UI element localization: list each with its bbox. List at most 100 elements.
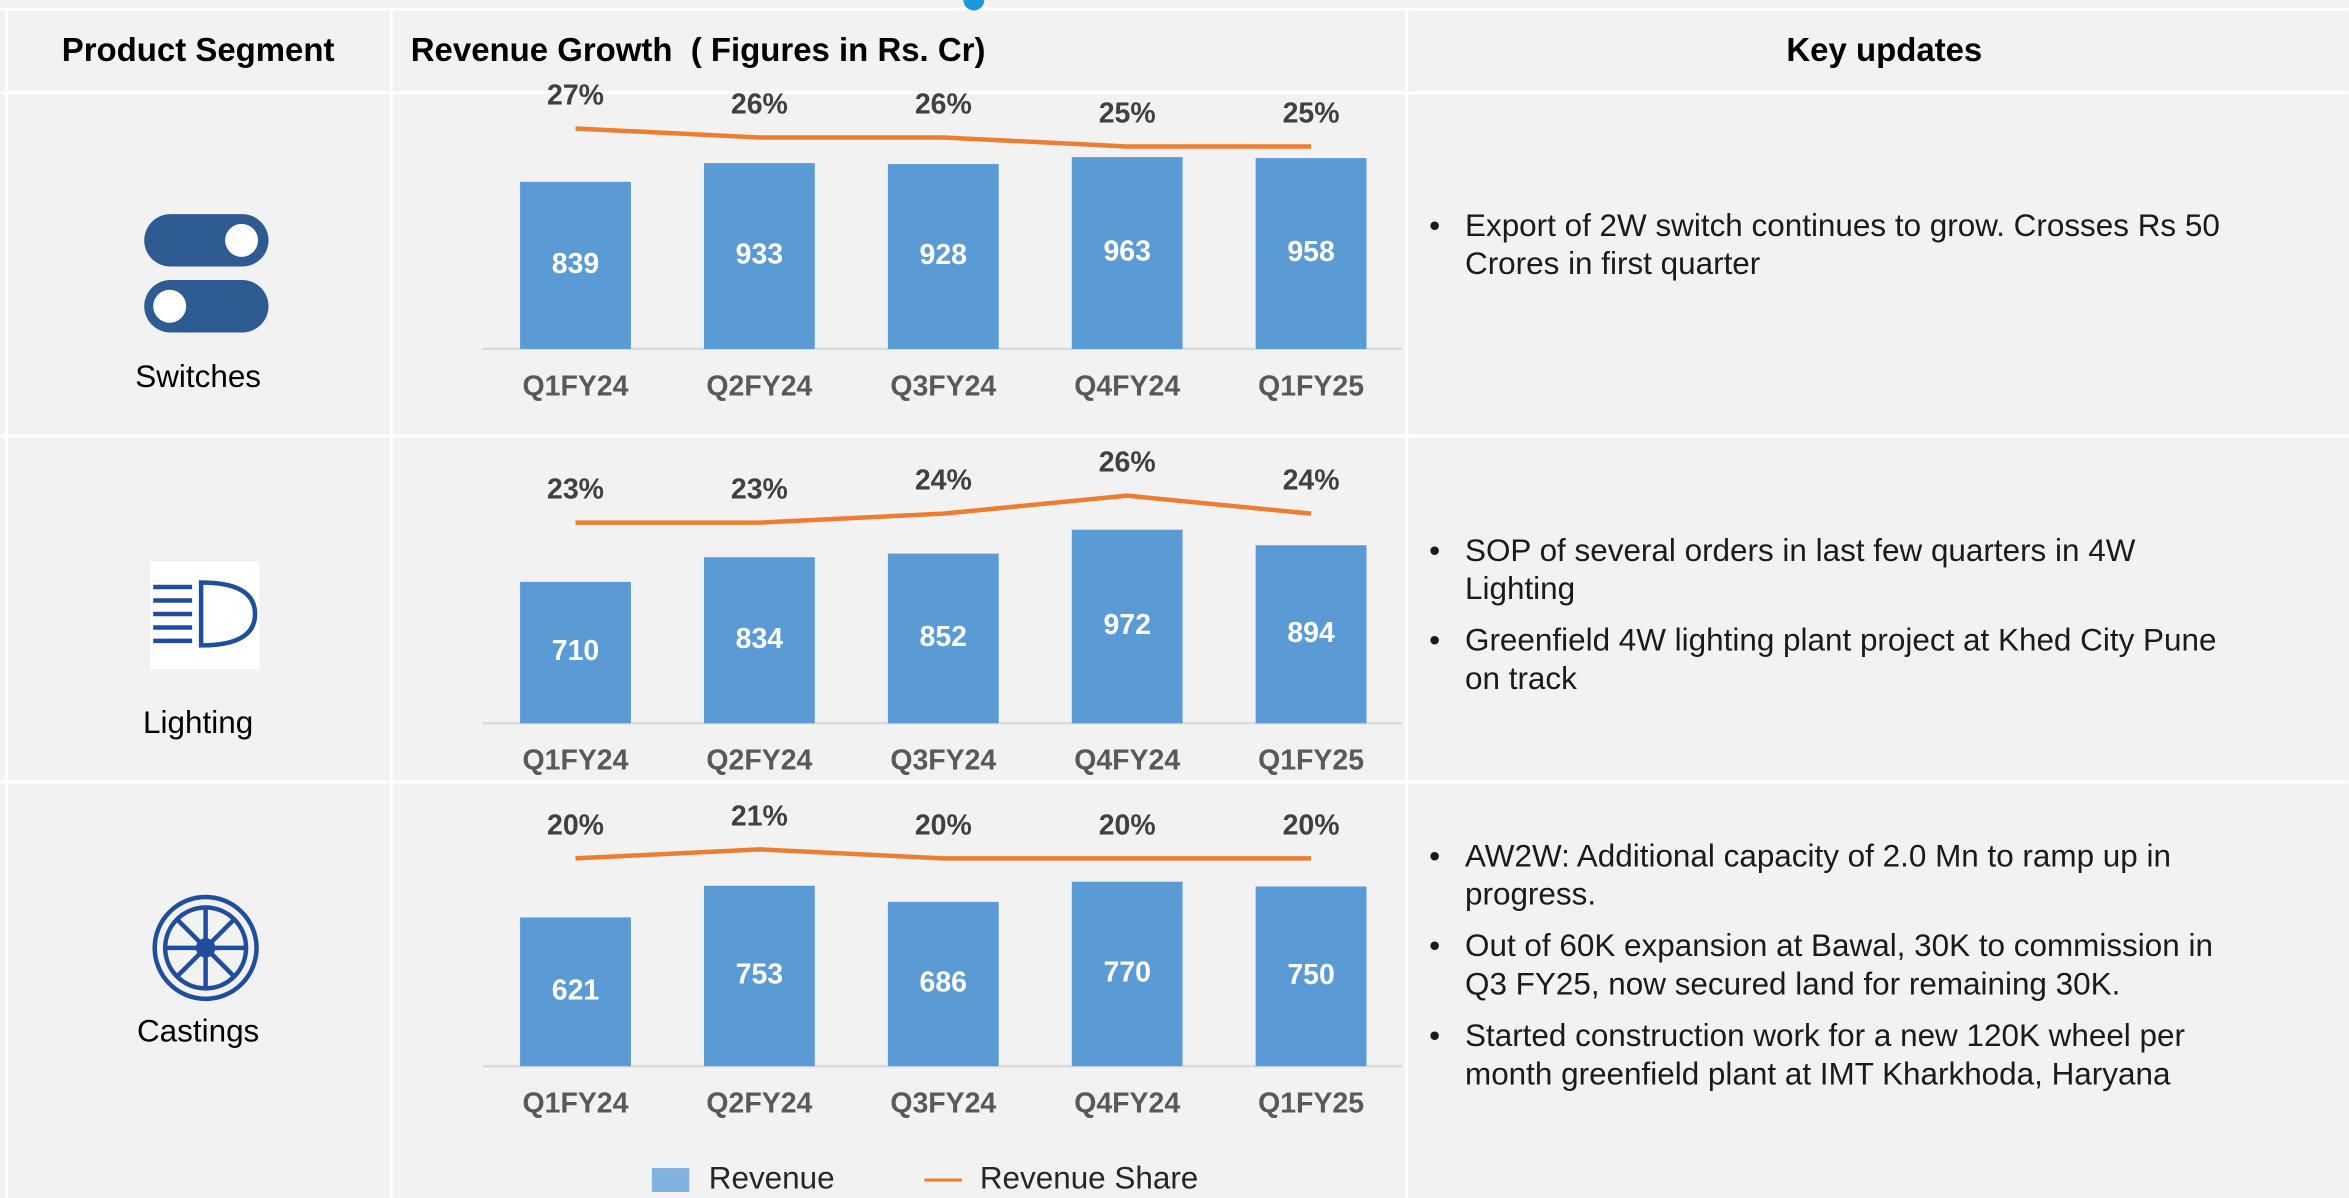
update-text: SOP of several orders in last few quarte… <box>1465 533 2136 568</box>
header: Revenue Growth ( Figures in Rs. Cr) <box>411 31 986 68</box>
update-text: Greenfield 4W lighting plant project at … <box>1465 623 2216 658</box>
share-label: 20% <box>1099 809 1156 841</box>
bar <box>1255 158 1367 349</box>
x-tick-label: Q1FY25 <box>1258 370 1364 402</box>
share-label: 20% <box>915 809 972 841</box>
share-label: 25% <box>1283 98 1340 130</box>
bar-value-label: 839 <box>552 248 599 280</box>
update-text: Export of 2W switch continues to grow. C… <box>1465 208 2220 243</box>
bar-value-label: 852 <box>920 621 967 653</box>
update-text: Lighting <box>1465 571 1575 606</box>
x-tick-label: Q3FY24 <box>890 1088 996 1120</box>
update-text: on track <box>1465 661 1577 696</box>
share-label: 26% <box>915 89 972 121</box>
header: Key updates <box>1786 31 1982 68</box>
update-text: Out of 60K expansion at Bawal, 30K to co… <box>1465 928 2213 963</box>
bar-value-label: 770 <box>1103 956 1150 988</box>
update-text: progress. <box>1465 877 1596 912</box>
bar-value-label: 958 <box>1287 236 1334 268</box>
x-tick-label: Q2FY24 <box>706 1088 812 1120</box>
x-tick-label: Q2FY24 <box>706 745 812 777</box>
share-line <box>575 126 1312 149</box>
bar <box>520 917 631 1067</box>
share-label: 23% <box>731 474 788 506</box>
x-tick-label: Q4FY24 <box>1074 1088 1180 1120</box>
bar <box>1071 881 1183 1067</box>
bar-value-label: 928 <box>920 239 967 271</box>
x-tick-label: Q1FY25 <box>1258 1088 1364 1120</box>
bar-value-label: 834 <box>736 623 784 655</box>
segment-label: Lighting <box>143 705 253 740</box>
bar-value-label: 621 <box>552 974 600 1006</box>
bar-value-label: 750 <box>1287 959 1334 991</box>
bar <box>520 181 631 349</box>
bullet: • <box>1429 928 1440 963</box>
share-line <box>575 847 1312 861</box>
share-label: 24% <box>915 465 972 497</box>
share-label: 23% <box>547 474 604 506</box>
bar-value-label: 686 <box>920 967 967 999</box>
update-text: month greenfield plant at IMT Kharkhoda,… <box>1465 1056 2171 1091</box>
lighting-icon <box>150 561 260 670</box>
bar <box>887 901 999 1067</box>
bar <box>1071 529 1183 724</box>
bar <box>703 557 815 724</box>
share-label: 24% <box>1283 465 1340 497</box>
bar-value-label: 710 <box>552 635 599 667</box>
bar-value-label: 933 <box>736 239 783 271</box>
switch-icon <box>144 214 269 333</box>
bullet: • <box>1429 838 1440 873</box>
bar <box>703 163 815 349</box>
bar <box>1255 545 1367 724</box>
x-tick-label: Q4FY24 <box>1074 370 1180 402</box>
segment-label: Castings <box>137 1014 259 1049</box>
wheel-icon <box>152 894 259 1002</box>
beams <box>153 584 193 644</box>
header: Product Segment <box>62 31 335 68</box>
bar-value-label: 894 <box>1287 617 1335 649</box>
knob <box>225 223 259 257</box>
update-text: AW2W: Additional capacity of 2.0 Mn to r… <box>1465 838 2171 873</box>
update-text: Started construction work for a new 120K… <box>1465 1018 2185 1053</box>
x-tick-label: Q1FY24 <box>523 1088 629 1120</box>
bullet: • <box>1429 1018 1440 1053</box>
share-label: 25% <box>1099 98 1156 130</box>
share-label: 21% <box>731 800 788 832</box>
bar <box>1071 157 1183 349</box>
share-label: 26% <box>1099 447 1156 479</box>
x-tick-label: Q1FY25 <box>1258 745 1364 777</box>
x-tick-label: Q3FY24 <box>890 370 996 402</box>
legend-swatch <box>651 1168 690 1193</box>
bar <box>1255 886 1367 1067</box>
x-tick-label: Q4FY24 <box>1074 745 1180 777</box>
bar <box>887 553 999 724</box>
update-text: Q3 FY25, now secured land for remaining … <box>1465 966 2120 1001</box>
x-tick-label: Q3FY24 <box>890 745 996 777</box>
bullet: • <box>1429 533 1440 568</box>
legend-label: Revenue <box>709 1160 835 1195</box>
x-tick-label: Q1FY24 <box>523 745 629 777</box>
legend-label: Revenue Share <box>980 1160 1198 1195</box>
x-tick-label: Q1FY24 <box>523 370 629 402</box>
lamp <box>198 580 258 648</box>
knob <box>153 289 187 323</box>
share-label: 26% <box>731 89 788 121</box>
marker-dot <box>963 0 985 11</box>
bar <box>520 581 631 724</box>
bullet: • <box>1429 623 1440 658</box>
bar <box>703 885 815 1067</box>
x-tick-label: Q2FY24 <box>706 370 812 402</box>
bar <box>887 164 999 349</box>
share-label: 20% <box>547 809 604 841</box>
share-label: 20% <box>1283 809 1340 841</box>
segment-label: Switches <box>135 359 261 394</box>
bar-value-label: 753 <box>736 959 783 991</box>
table-lines <box>0 7 2349 1198</box>
update-text: Crores in first quarter <box>1465 246 1760 281</box>
bullet: • <box>1429 208 1440 243</box>
share-line <box>575 493 1312 525</box>
bar-value-label: 972 <box>1103 609 1150 641</box>
bar-value-label: 963 <box>1103 236 1150 268</box>
